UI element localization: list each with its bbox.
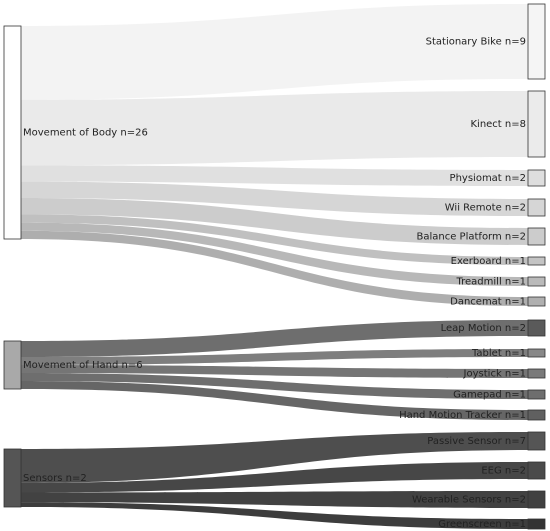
link-kinect [21,91,528,166]
target-label-tablet: Tablet n=1 [471,348,526,359]
link-exerboard [21,214,528,265]
target-node-hand-motion-tracker[interactable] [527,409,546,421]
target-node-wii-remote[interactable] [527,198,546,217]
link-eeg [21,462,528,493]
target-node-exerboard[interactable] [527,256,546,266]
source-node-movement-of-hand[interactable] [3,340,22,390]
target-node-leap-motion[interactable] [527,319,546,337]
target-label-leap-motion: Leap Motion n=2 [441,323,526,334]
sankey-nodes [3,3,546,530]
target-label-eeg: EEG n=2 [481,466,526,477]
source-label-movement-of-hand: Movement of Hand n=6 [23,360,143,371]
link-tablet [21,349,528,365]
link-treadmill [21,222,528,286]
target-node-balance-platform[interactable] [527,227,546,246]
link-joystick [21,365,528,378]
source-node-sensors[interactable] [3,448,22,508]
target-node-eeg[interactable] [527,461,546,480]
target-node-treadmill[interactable] [527,276,546,287]
target-node-greenscreen[interactable] [527,518,546,530]
target-node-wearable-sensors[interactable] [527,490,546,509]
target-label-joystick: Joystick n=1 [463,369,526,380]
target-label-treadmill: Treadmill n=1 [456,277,527,288]
target-node-tablet[interactable] [527,348,546,358]
target-node-joystick[interactable] [527,368,546,379]
target-node-kinect[interactable] [527,90,546,158]
target-label-hand-motion-tracker: Hand Motion Tracker n=1 [399,410,526,421]
link-leap-motion [21,320,528,357]
link-hand-motion-tracker [21,381,528,420]
source-label-movement-of-body: Movement of Body n=26 [23,128,148,139]
target-label-wii-remote: Wii Remote n=2 [445,203,526,214]
target-node-passive-sensor[interactable] [527,431,546,451]
link-greenscreen [21,502,528,529]
link-wii-remote [21,181,528,216]
source-node-movement-of-body[interactable] [3,25,22,240]
target-node-physiomat[interactable] [527,169,546,187]
target-label-kinect: Kinect n=8 [470,119,526,130]
target-label-wearable-sensors: Wearable Sensors n=2 [412,495,526,506]
target-label-balance-platform: Balance Platform n=2 [417,232,527,243]
target-label-exerboard: Exerboard n=1 [451,256,526,267]
sankey-links [21,4,528,529]
target-node-gamepad[interactable] [527,389,546,400]
link-passive-sensor [21,432,528,483]
target-node-stationary-bike[interactable] [527,3,546,80]
sankey-labels: Movement of Body n=26 Movement of Hand n=… [23,37,526,531]
target-label-gamepad: Gamepad n=1 [453,390,526,401]
target-label-physiomat: Physiomat n=2 [450,173,526,184]
target-label-greenscreen: Greenscreen n=1 [438,519,526,530]
source-label-sensors: Sensors n=2 [23,473,87,484]
link-wearable-sensors [21,491,528,508]
target-node-dancemat[interactable] [527,296,546,307]
link-physiomat [21,165,528,186]
link-balance-platform [21,198,528,245]
target-label-dancemat: Dancemat n=1 [450,297,526,308]
target-label-stationary-bike: Stationary Bike n=9 [426,37,526,48]
link-gamepad [21,373,528,399]
link-dancemat [21,230,528,306]
link-stationary-bike [21,4,528,100]
target-label-passive-sensor: Passive Sensor n=7 [427,436,526,447]
